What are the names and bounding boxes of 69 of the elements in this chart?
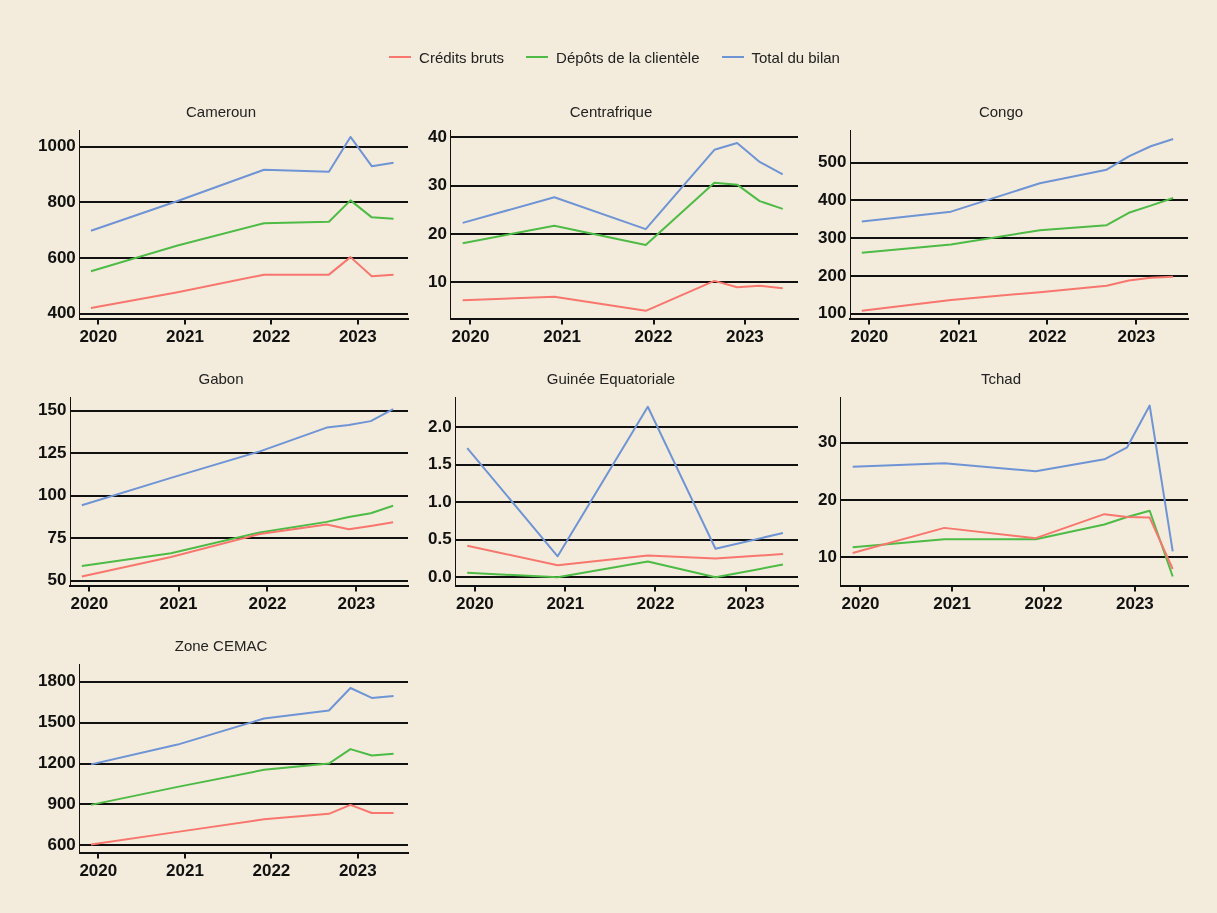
x-tick-label: 2023 xyxy=(726,327,764,347)
y-tick-label: 1200 xyxy=(37,753,76,773)
y-tick-label: 1.0 xyxy=(427,491,452,511)
legend-label: Crédits bruts xyxy=(419,48,505,66)
legend-label: Dépôts de la clientèle xyxy=(556,48,700,66)
x-tick-label: 2021 xyxy=(933,594,972,614)
chart-title: Guinée Equatoriale xyxy=(546,370,676,388)
x-tick-label: 2023 xyxy=(338,861,377,881)
x-tick-label: 2022 xyxy=(1028,327,1067,347)
x-tick-label: 2020 xyxy=(841,594,880,614)
y-tick-label: 500 xyxy=(817,152,847,172)
x-tick-label: 2020 xyxy=(455,594,494,614)
x-tick-label: 2022 xyxy=(1024,594,1063,614)
x-tick-label: 2023 xyxy=(726,594,765,614)
chart-title: Cameroun xyxy=(185,103,257,121)
y-tick-label: 600 xyxy=(47,835,76,855)
y-tick-label: 1000 xyxy=(37,136,76,156)
y-tick-label: 100 xyxy=(37,485,67,505)
y-tick-label: 50 xyxy=(47,570,67,590)
y-tick-label: 125 xyxy=(37,442,67,462)
chart-title: Tchad xyxy=(980,370,1022,388)
x-tick-label: 2023 xyxy=(1117,327,1156,347)
chart-title: Zone CEMAC xyxy=(174,637,268,655)
x-tick-label: 2021 xyxy=(166,327,204,347)
y-tick-label: 40 xyxy=(427,126,447,146)
x-tick-label: 2022 xyxy=(252,861,291,881)
y-tick-label: 150 xyxy=(37,400,67,420)
x-tick-label: 2021 xyxy=(543,327,582,347)
x-tick-label: 2022 xyxy=(634,327,673,347)
y-tick-label: 2.0 xyxy=(427,416,452,436)
y-tick-label: 20 xyxy=(817,489,837,509)
x-tick-label: 2022 xyxy=(636,594,675,614)
y-tick-label: 900 xyxy=(47,794,76,814)
y-tick-label: 400 xyxy=(817,189,847,209)
y-tick-label: 600 xyxy=(47,247,76,267)
x-tick-label: 2020 xyxy=(850,327,889,347)
x-tick-label: 2021 xyxy=(159,594,198,614)
y-tick-label: 300 xyxy=(817,227,847,247)
y-tick-label: 800 xyxy=(47,192,76,212)
x-tick-label: 2021 xyxy=(166,861,204,881)
x-tick-label: 2020 xyxy=(70,594,109,614)
chart-title: Congo xyxy=(978,103,1024,121)
y-tick-label: 1500 xyxy=(37,712,76,732)
y-tick-label: 400 xyxy=(47,303,76,323)
x-tick-label: 2023 xyxy=(1116,594,1154,614)
y-tick-label: 100 xyxy=(817,303,847,323)
y-tick-label: 30 xyxy=(427,175,447,195)
chart-title: Gabon xyxy=(198,370,244,388)
x-tick-label: 2021 xyxy=(939,327,978,347)
y-tick-label: 30 xyxy=(817,432,837,452)
x-tick-label: 2022 xyxy=(252,327,291,347)
y-tick-label: 1.5 xyxy=(427,454,452,474)
x-tick-label: 2020 xyxy=(79,327,118,347)
y-tick-label: 0.5 xyxy=(427,529,452,549)
y-tick-label: 10 xyxy=(427,272,447,292)
x-tick-label: 2022 xyxy=(248,594,287,614)
y-tick-label: 0.0 xyxy=(427,567,452,587)
y-tick-label: 20 xyxy=(427,223,447,243)
chart-title: Centrafrique xyxy=(569,103,653,121)
x-tick-label: 2023 xyxy=(337,594,376,614)
y-tick-label: 1800 xyxy=(37,671,76,691)
y-tick-label: 10 xyxy=(817,546,837,566)
x-tick-label: 2020 xyxy=(451,327,490,347)
x-tick-label: 2023 xyxy=(338,327,377,347)
y-tick-label: 75 xyxy=(47,527,67,547)
x-tick-label: 2020 xyxy=(79,861,118,881)
x-tick-label: 2021 xyxy=(546,594,585,614)
y-tick-label: 200 xyxy=(817,265,847,285)
legend-label: Total du bilan xyxy=(751,48,840,66)
